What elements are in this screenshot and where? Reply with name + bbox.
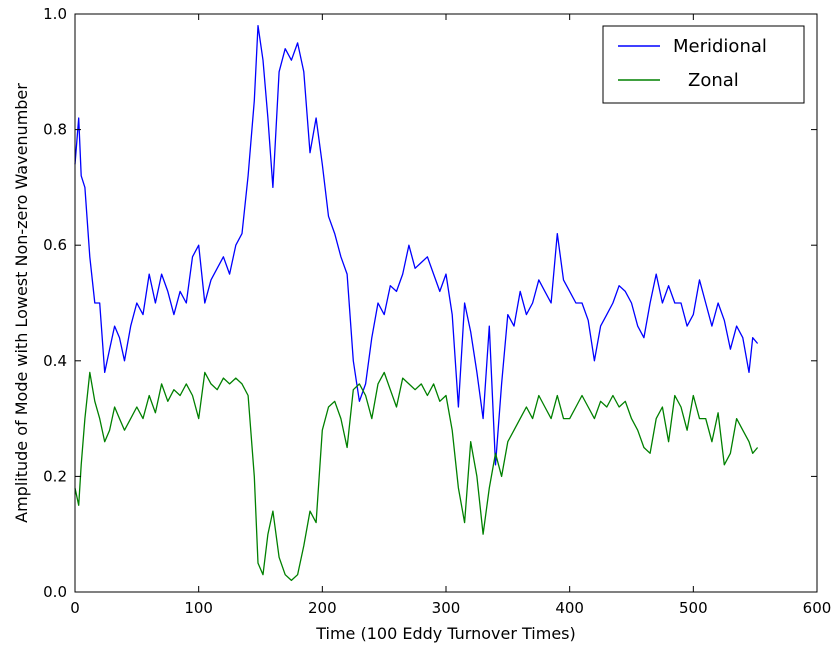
ticks-layer: 0 100 200 300 400 500 600 0.0 0.2 0.4 0.6 0.8 1.0 [43,5,831,617]
series-layer [74,24,759,582]
series-line-meridional [74,24,759,466]
y-tick-label: 0.4 [43,352,67,370]
x-tick-label: 300 [432,599,461,617]
y-tick-label: 0.2 [43,467,67,485]
legend: Meridional Zonal [602,25,805,104]
y-tick-label: 0.8 [43,121,67,139]
legend-label-meridional: Meridional [673,36,767,57]
y-tick-label: 0.0 [43,583,67,601]
x-tick-label: 500 [679,599,708,617]
y-axis-label: Amplitude of Mode with Lowest Non-zero W… [12,83,31,523]
x-tick-label: 0 [70,599,80,617]
x-tick-label: 200 [308,599,337,617]
x-tick-label: 400 [555,599,584,617]
legend-label-zonal: Zonal [688,70,739,91]
x-tick-label: 600 [803,599,832,617]
series-line-zonal [74,371,759,582]
x-tick-label: 100 [184,599,213,617]
x-axis-label: Time (100 Eddy Turnover Times) [315,624,576,643]
y-tick-label: 1.0 [43,5,67,23]
legend-box [602,25,805,104]
y-tick-label: 0.6 [43,236,67,254]
